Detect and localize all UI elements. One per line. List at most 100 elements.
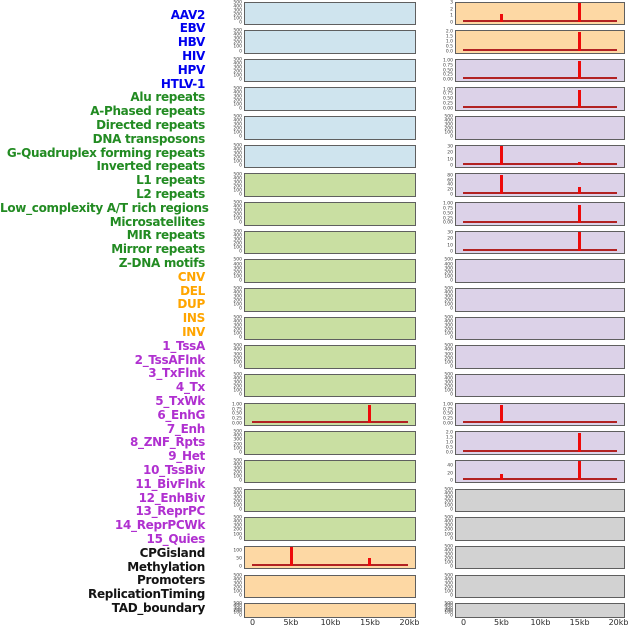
y-tick-label: 0 [450,563,453,569]
y-tick-label: 100 [444,588,453,594]
y-tick-label: 400 [444,289,453,295]
y-tick-label: 0 [450,306,453,312]
y-tick-label: 100 [233,531,242,537]
y-tick-label: 400 [233,118,242,124]
y-tick-label: 500 [233,171,242,177]
y-tick-label: 200 [233,469,242,475]
y-tick-label: 400 [233,433,242,439]
y-tick-label: 300 [233,293,242,299]
y-tick-label: 200 [233,240,242,246]
track-label-a-phased-repeats: A-Phased repeats [90,104,205,119]
track-panel-methylation [455,517,625,541]
track-panel-hpv [244,116,416,140]
track-label-14-reprpcwk: 14_ReprPCWk [114,518,205,533]
y-tick-label: 0 [239,134,242,140]
y-tick-label: 0.75 [442,205,453,211]
y-tick-label: 200 [444,607,453,613]
y-tick-label: 0.25 [442,415,453,421]
y-tick-label: 300 [233,7,242,13]
track-panel-2-tssaflnk [455,87,625,111]
y-tick-label: 300 [233,150,242,156]
y-tick-label: 0.0 [445,48,453,54]
y-tick-label: 200 [233,68,242,74]
x-tick-label-20kb: 20kb [399,617,420,627]
y-tick-label: 400 [233,318,242,324]
y-tick-label: 500 [233,257,242,263]
y-tick-label: 100 [233,158,242,164]
y-tick-label: 100 [444,359,453,365]
y-tick-label: 400 [444,547,453,553]
track-panel-3-txflnk [455,116,625,140]
y-tick-label: 0 [450,506,453,512]
baseline-trace [462,48,618,51]
track-panel-l1-repeats [244,345,416,369]
y-tick-label: 200 [233,607,242,613]
y-tick-label: 0.50 [442,67,453,73]
track-label-15-quies: 15_Quies [146,531,206,546]
track-label-7-enh: 7_Enh [166,421,205,436]
track-panel-z-dna-motifs [244,517,416,541]
y-tick-label: 500 [233,457,242,463]
y-tick-label: 0.75 [442,406,453,412]
y-tick-label: 400 [233,175,242,181]
y-tick-label: 0.00 [231,420,242,426]
y-tick-label: 0 [239,506,242,512]
y-tick-label: 0 [239,563,242,569]
y-tick-label: 2 [450,6,453,12]
track-label-inverted-repeats: Inverted repeats [96,159,206,174]
y-tick-label: 1.00 [231,401,242,407]
track-panel-replicationtiming [455,574,625,598]
track-label-inv: INV [182,324,205,339]
track-label-5-txwk: 5_TxWk [155,393,205,408]
y-tick-label: 200 [444,298,453,304]
y-tick-label: 300 [233,322,242,328]
y-tick-label: 2.0 [445,430,453,436]
baseline-trace [251,564,409,567]
track-panel-14-reprpcwk [455,431,625,455]
y-tick-label: 100 [233,15,242,21]
y-tick-label: 10 [447,156,453,162]
y-tick-label: 400 [233,576,242,582]
y-tick-label: 0 [450,592,453,598]
y-tick-label: 0 [450,191,453,197]
y-tick-label: 300 [444,293,453,299]
y-tick-label: 400 [233,232,242,238]
track-label-alu-repeats: Alu repeats [130,90,205,105]
y-tick-label: 100 [233,187,242,193]
baseline-trace [251,421,409,424]
y-tick-label: 200 [444,527,453,533]
y-tick-label: 500 [444,314,453,320]
y-tick-label: 100 [233,473,242,479]
y-tick-label: 0 [239,535,242,541]
y-tick-label: 400 [444,603,453,609]
y-tick-label: 0 [239,48,242,54]
y-tick-label: 0.75 [442,62,453,68]
baseline-trace [462,249,618,252]
y-tick-label: 400 [233,461,242,467]
track-label-low-complexity-a-t-rich-regions: Low_complexity A/T rich regions [0,200,209,215]
y-tick-label: 100 [233,588,242,594]
y-tick-label: 100 [233,101,242,107]
y-tick-label: 300 [233,36,242,42]
spike-15kb [577,3,581,22]
track-label-replicationtiming: ReplicationTiming [88,587,205,602]
track-label-promoters: Promoters [137,573,205,588]
y-tick-label: 1 [450,13,453,19]
y-tick-label: 1.00 [442,201,453,207]
track-label-hbv: HBV [177,35,205,50]
y-tick-label: 200 [233,11,242,17]
y-tick-label: 1.0 [445,38,453,44]
y-tick-label: 100 [233,388,242,393]
baseline-trace [462,163,618,166]
y-tick-label: 400 [233,519,242,525]
y-tick-label: 100 [444,388,453,393]
y-tick-label: 0.75 [442,91,453,97]
track-label-microsatellites: Microsatellites [109,214,206,229]
y-tick-label: 100 [233,359,242,365]
y-tick-label: 1.00 [442,86,453,92]
y-tick-label: 200 [444,126,453,132]
y-tick-label: 0 [450,277,453,283]
y-tick-label: 500 [444,515,453,521]
y-tick-label: 300 [233,265,242,271]
y-tick-label: 100 [444,531,453,537]
